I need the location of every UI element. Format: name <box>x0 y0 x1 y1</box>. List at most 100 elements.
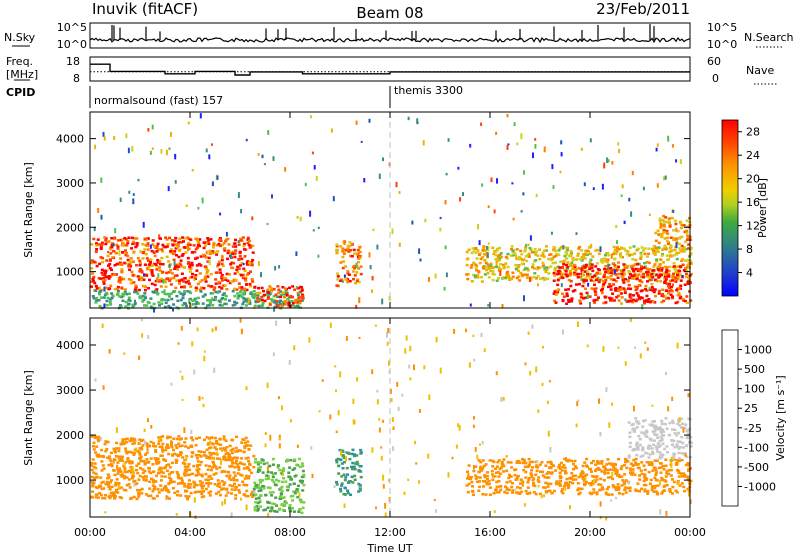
heat-cell <box>667 469 671 472</box>
heat-cell <box>281 508 285 512</box>
heat-cell <box>553 267 557 271</box>
nave-tick-top: 60 <box>707 55 721 68</box>
heat-cell <box>623 266 627 269</box>
heat-cell <box>205 272 209 275</box>
heat-cell <box>159 280 163 283</box>
heat-cell <box>622 247 626 250</box>
heat-cell <box>244 494 248 498</box>
heat-cell <box>243 446 247 450</box>
heat-cell <box>142 278 146 281</box>
heat-cell <box>149 440 153 444</box>
heat-cell <box>167 452 171 456</box>
heat-cell <box>659 435 663 439</box>
heat-cell <box>508 278 512 281</box>
heat-cell <box>605 268 609 271</box>
heat-cell <box>611 252 615 256</box>
heat-cell <box>148 467 151 470</box>
heat-cell <box>92 237 96 241</box>
heat-cell <box>621 274 625 277</box>
heat-cell <box>680 452 684 455</box>
heat-cell <box>636 420 640 423</box>
heat-cell <box>499 270 502 276</box>
heat-cell <box>268 486 272 490</box>
heat-cell <box>158 266 161 269</box>
heat-cell <box>291 494 295 498</box>
heat-cell <box>511 482 514 485</box>
heat-cell <box>569 284 573 288</box>
heat-cell <box>670 279 674 282</box>
heat-cell <box>234 462 238 465</box>
heat-cell <box>481 440 484 445</box>
heat-cell <box>228 281 232 285</box>
heat-cell <box>92 481 96 484</box>
heat-cell <box>382 474 385 481</box>
heat-cell <box>662 430 666 433</box>
heat-cell <box>137 462 141 465</box>
heat-cell <box>660 266 664 270</box>
heat-cell <box>618 288 622 292</box>
heat-cell <box>160 475 164 478</box>
heat-cell <box>119 305 123 308</box>
heat-cell <box>500 460 504 464</box>
heat-cell <box>252 493 256 496</box>
heat-cell <box>97 484 101 488</box>
noise-trace <box>89 36 691 44</box>
heat-cell <box>116 289 120 293</box>
heat-cell <box>167 482 171 485</box>
heat-cell <box>90 261 94 265</box>
heat-cell <box>398 191 401 194</box>
heat-cell <box>261 471 265 474</box>
heat-cell <box>132 475 136 478</box>
heat-cell <box>424 218 427 223</box>
heat-cell <box>211 297 214 301</box>
heat-cell <box>236 462 240 466</box>
heat-cell <box>671 276 675 279</box>
heat-cell <box>660 300 664 304</box>
heat-cell <box>268 509 272 513</box>
heat-cell <box>376 244 379 250</box>
heat-cell <box>390 398 393 402</box>
heat-cell <box>231 250 235 254</box>
heat-cell <box>496 178 498 184</box>
heat-cell <box>140 492 144 495</box>
heat-cell <box>214 278 218 281</box>
heat-cell <box>253 461 257 464</box>
heat-cell <box>143 237 147 241</box>
heat-cell <box>538 266 542 269</box>
heat-cell <box>639 289 643 293</box>
heat-cell <box>197 262 201 266</box>
heat-cell <box>194 247 198 251</box>
heat-cell <box>352 454 356 458</box>
heat-cell <box>609 288 613 291</box>
heat-cell <box>596 276 600 280</box>
heat-cell <box>251 293 255 296</box>
heat-cell <box>631 301 635 304</box>
heat-cell <box>118 304 122 307</box>
heat-cell <box>289 419 292 423</box>
heat-cell <box>660 466 663 469</box>
heat-cell <box>661 490 665 494</box>
heat-cell <box>216 484 220 488</box>
heat-cell <box>290 300 294 303</box>
heat-cell <box>583 482 587 486</box>
heat-cell <box>413 364 415 371</box>
heat-cell <box>526 486 530 489</box>
heat-cell <box>396 381 399 387</box>
heat-cell <box>180 278 184 281</box>
heat-cell <box>484 253 488 256</box>
heat-cell <box>221 264 225 268</box>
heat-cell <box>134 287 138 290</box>
heat-cell <box>280 304 284 308</box>
heat-cell <box>620 302 623 305</box>
heat-cell <box>392 446 395 451</box>
heat-cell <box>118 278 122 282</box>
heat-cell <box>159 262 162 266</box>
freq-panel: Freq. [MHz] 18 8 60 0 Nave <box>6 55 778 85</box>
heat-cell <box>565 250 569 254</box>
heat-cell <box>301 464 305 468</box>
heat-cell <box>569 298 573 302</box>
heat-cell <box>579 249 583 252</box>
heat-cell <box>614 463 617 467</box>
heat-cell <box>91 279 95 283</box>
heat-cell <box>632 298 636 302</box>
